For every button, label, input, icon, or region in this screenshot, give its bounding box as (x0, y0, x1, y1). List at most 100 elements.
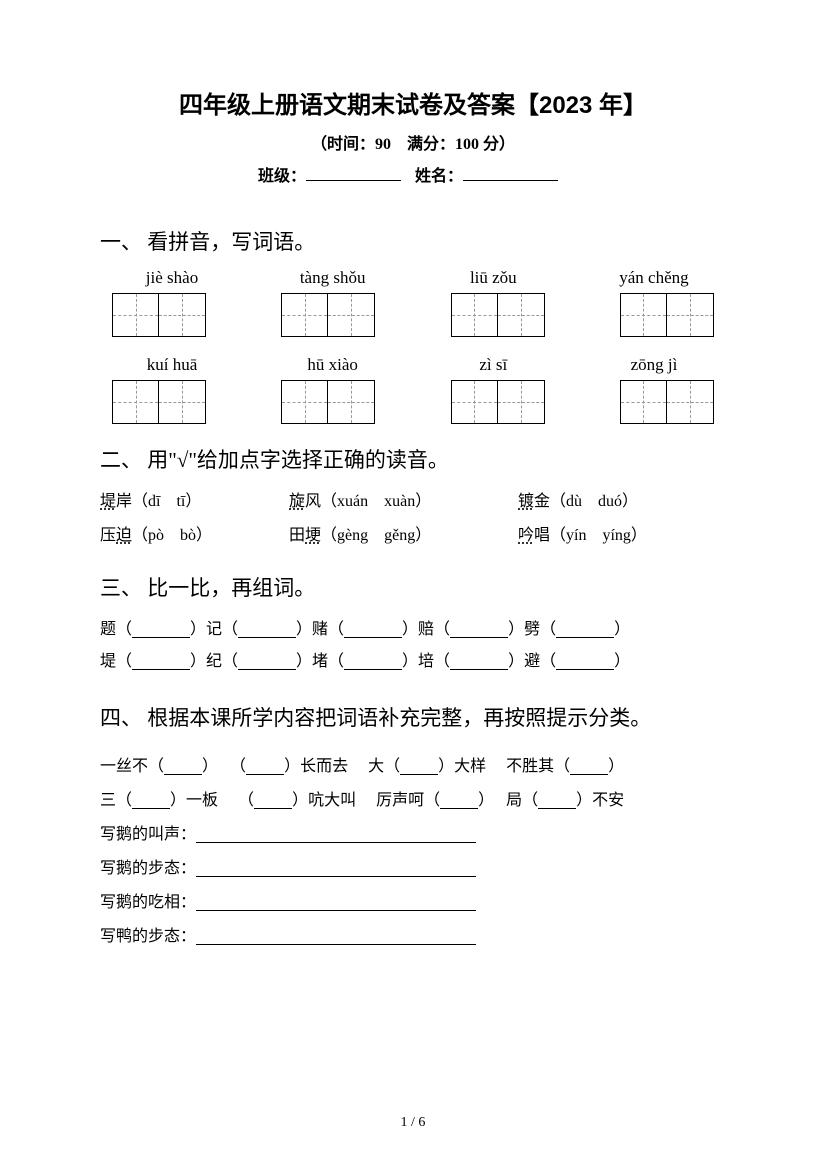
fill-blank[interactable] (164, 759, 202, 775)
fill-blank[interactable] (450, 654, 508, 670)
pinyin-label: kuí huā (112, 355, 232, 375)
q4-write-label: 写鸭的步态： (100, 928, 196, 945)
section-1-heading: 一、 看拼音，写词语。 (100, 226, 726, 256)
q4-text: ） (478, 792, 486, 809)
q4-text: 一丝不（ (100, 758, 164, 775)
q3-text: ）赔（ (402, 621, 450, 638)
q4-write-label: 写鹅的叫声： (100, 826, 196, 843)
q2-dotted-char: 堤 (100, 493, 116, 510)
fill-blank[interactable] (556, 622, 614, 638)
q4-text: ）长而去 (284, 758, 348, 775)
fill-blank-long[interactable] (196, 827, 476, 843)
q2-dotted-char: 迫 (116, 527, 132, 544)
fill-blank[interactable] (132, 793, 170, 809)
q4-text: ）吭大叫 (292, 792, 356, 809)
pinyin-label: jiè shào (112, 268, 232, 288)
q3-text: ）记（ (190, 621, 238, 638)
fill-blank[interactable] (238, 622, 296, 638)
q2-line-2: 压迫（pò bò） 田埂（gèng gěng） 吟唱（yín yíng） (100, 520, 726, 552)
char-input-box[interactable] (281, 293, 375, 337)
fill-blank[interactable] (344, 622, 402, 638)
char-input-box[interactable] (112, 293, 206, 337)
q4-row-2: 三（）一板 （）吭大叫 厉声呵（） 局（）不安 (100, 784, 726, 818)
student-info-line: 班级： 姓名： (100, 162, 726, 186)
pinyin-label: zōng jì (594, 355, 714, 375)
q2-dotted-char: 旋 (289, 493, 305, 510)
q4-write-3: 写鹅的吃相： (100, 886, 726, 920)
pinyin-label: tàng shǒu (273, 268, 393, 288)
char-box-row-2 (100, 380, 726, 424)
q4-text: ） (202, 758, 210, 775)
q3-line-2: 堤（）纪（）堵（）培（）避（） (100, 646, 726, 678)
fill-blank[interactable] (344, 654, 402, 670)
q2-pre: 压 (100, 527, 116, 544)
q4-text: （ (230, 758, 246, 775)
q4-write-1: 写鹅的叫声： (100, 818, 726, 852)
q4-write-label: 写鹅的吃相： (100, 894, 196, 911)
exam-title: 四年级上册语文期末试卷及答案【2023 年】 (100, 85, 726, 120)
q2-dotted-char: 埂 (305, 527, 321, 544)
q3-text: ）劈（ (508, 621, 556, 638)
pinyin-row-1: jiè shào tàng shǒu liū zǒu yán chěng (100, 268, 726, 288)
char-input-box[interactable] (620, 380, 714, 424)
q4-text: ）不安 (576, 792, 624, 809)
char-input-box[interactable] (451, 380, 545, 424)
q4-text: （ (238, 792, 254, 809)
q4-text: 厉声呵（ (376, 792, 440, 809)
q2-post: （pò bò） (132, 527, 212, 544)
fill-blank[interactable] (556, 654, 614, 670)
q3-text: ）堵（ (296, 653, 344, 670)
name-blank[interactable] (463, 180, 558, 181)
pinyin-row-2: kuí huā hū xiào zì sī zōng jì (100, 355, 726, 375)
fill-blank-long[interactable] (196, 861, 476, 877)
q4-text: 不胜其（ (506, 758, 570, 775)
class-blank[interactable] (306, 180, 401, 181)
fill-blank[interactable] (254, 793, 292, 809)
pinyin-label: liū zǒu (433, 268, 553, 288)
fill-blank-long[interactable] (196, 895, 476, 911)
q2-post: （gèng gěng） (321, 527, 431, 544)
q4-write-2: 写鹅的步态： (100, 852, 726, 886)
fill-blank[interactable] (400, 759, 438, 775)
class-label: 班级： (258, 168, 306, 185)
section-4-heading: 四、 根据本课所学内容把词语补充完整，再按照提示分类。 (100, 698, 726, 738)
fill-blank[interactable] (538, 793, 576, 809)
q4-text: 三（ (100, 792, 132, 809)
q4-row-1: 一丝不（ ） （ ）长而去 大（ ）大样 不胜其（ ） (100, 750, 726, 784)
fill-blank-long[interactable] (196, 929, 476, 945)
q2-dotted-char: 镀 (518, 493, 534, 510)
fill-blank[interactable] (132, 622, 190, 638)
q2-dotted-char: 吟 (518, 527, 534, 544)
char-input-box[interactable] (451, 293, 545, 337)
q3-text: ）培（ (402, 653, 450, 670)
section-2-heading: 二、 用"√"给加点字选择正确的读音。 (100, 444, 726, 474)
fill-blank[interactable] (570, 759, 608, 775)
q3-text: 堤（ (100, 653, 132, 670)
q2-post: 风（xuán xuàn） (305, 493, 431, 510)
char-input-box[interactable] (281, 380, 375, 424)
q3-text: ） (614, 621, 630, 638)
char-input-box[interactable] (620, 293, 714, 337)
q4-text: ）大样 (438, 758, 486, 775)
q3-text: ） (614, 653, 630, 670)
exam-subtitle: （时间：90 满分：100 分） (100, 130, 726, 154)
q4-text: 大（ (368, 758, 400, 775)
pinyin-label: hū xiào (273, 355, 393, 375)
char-input-box[interactable] (112, 380, 206, 424)
q4-write-4: 写鸭的步态： (100, 920, 726, 954)
fill-blank[interactable] (440, 793, 478, 809)
q2-line-1: 堤岸（dī tī） 旋风（xuán xuàn） 镀金（dù duó） (100, 486, 726, 518)
q2-post: 岸（dī tī） (116, 493, 201, 510)
q3-line-1: 题（）记（）赌（）赔（）劈（） (100, 614, 726, 646)
fill-blank[interactable] (246, 759, 284, 775)
q3-text: ）赌（ (296, 621, 344, 638)
q2-pre: 田 (289, 527, 305, 544)
q4-write-label: 写鹅的步态： (100, 860, 196, 877)
fill-blank[interactable] (450, 622, 508, 638)
page-number: 1 / 6 (0, 1115, 826, 1131)
fill-blank[interactable] (238, 654, 296, 670)
q3-text: ）避（ (508, 653, 556, 670)
fill-blank[interactable] (132, 654, 190, 670)
pinyin-label: zì sī (433, 355, 553, 375)
q4-text: ） (608, 758, 624, 775)
